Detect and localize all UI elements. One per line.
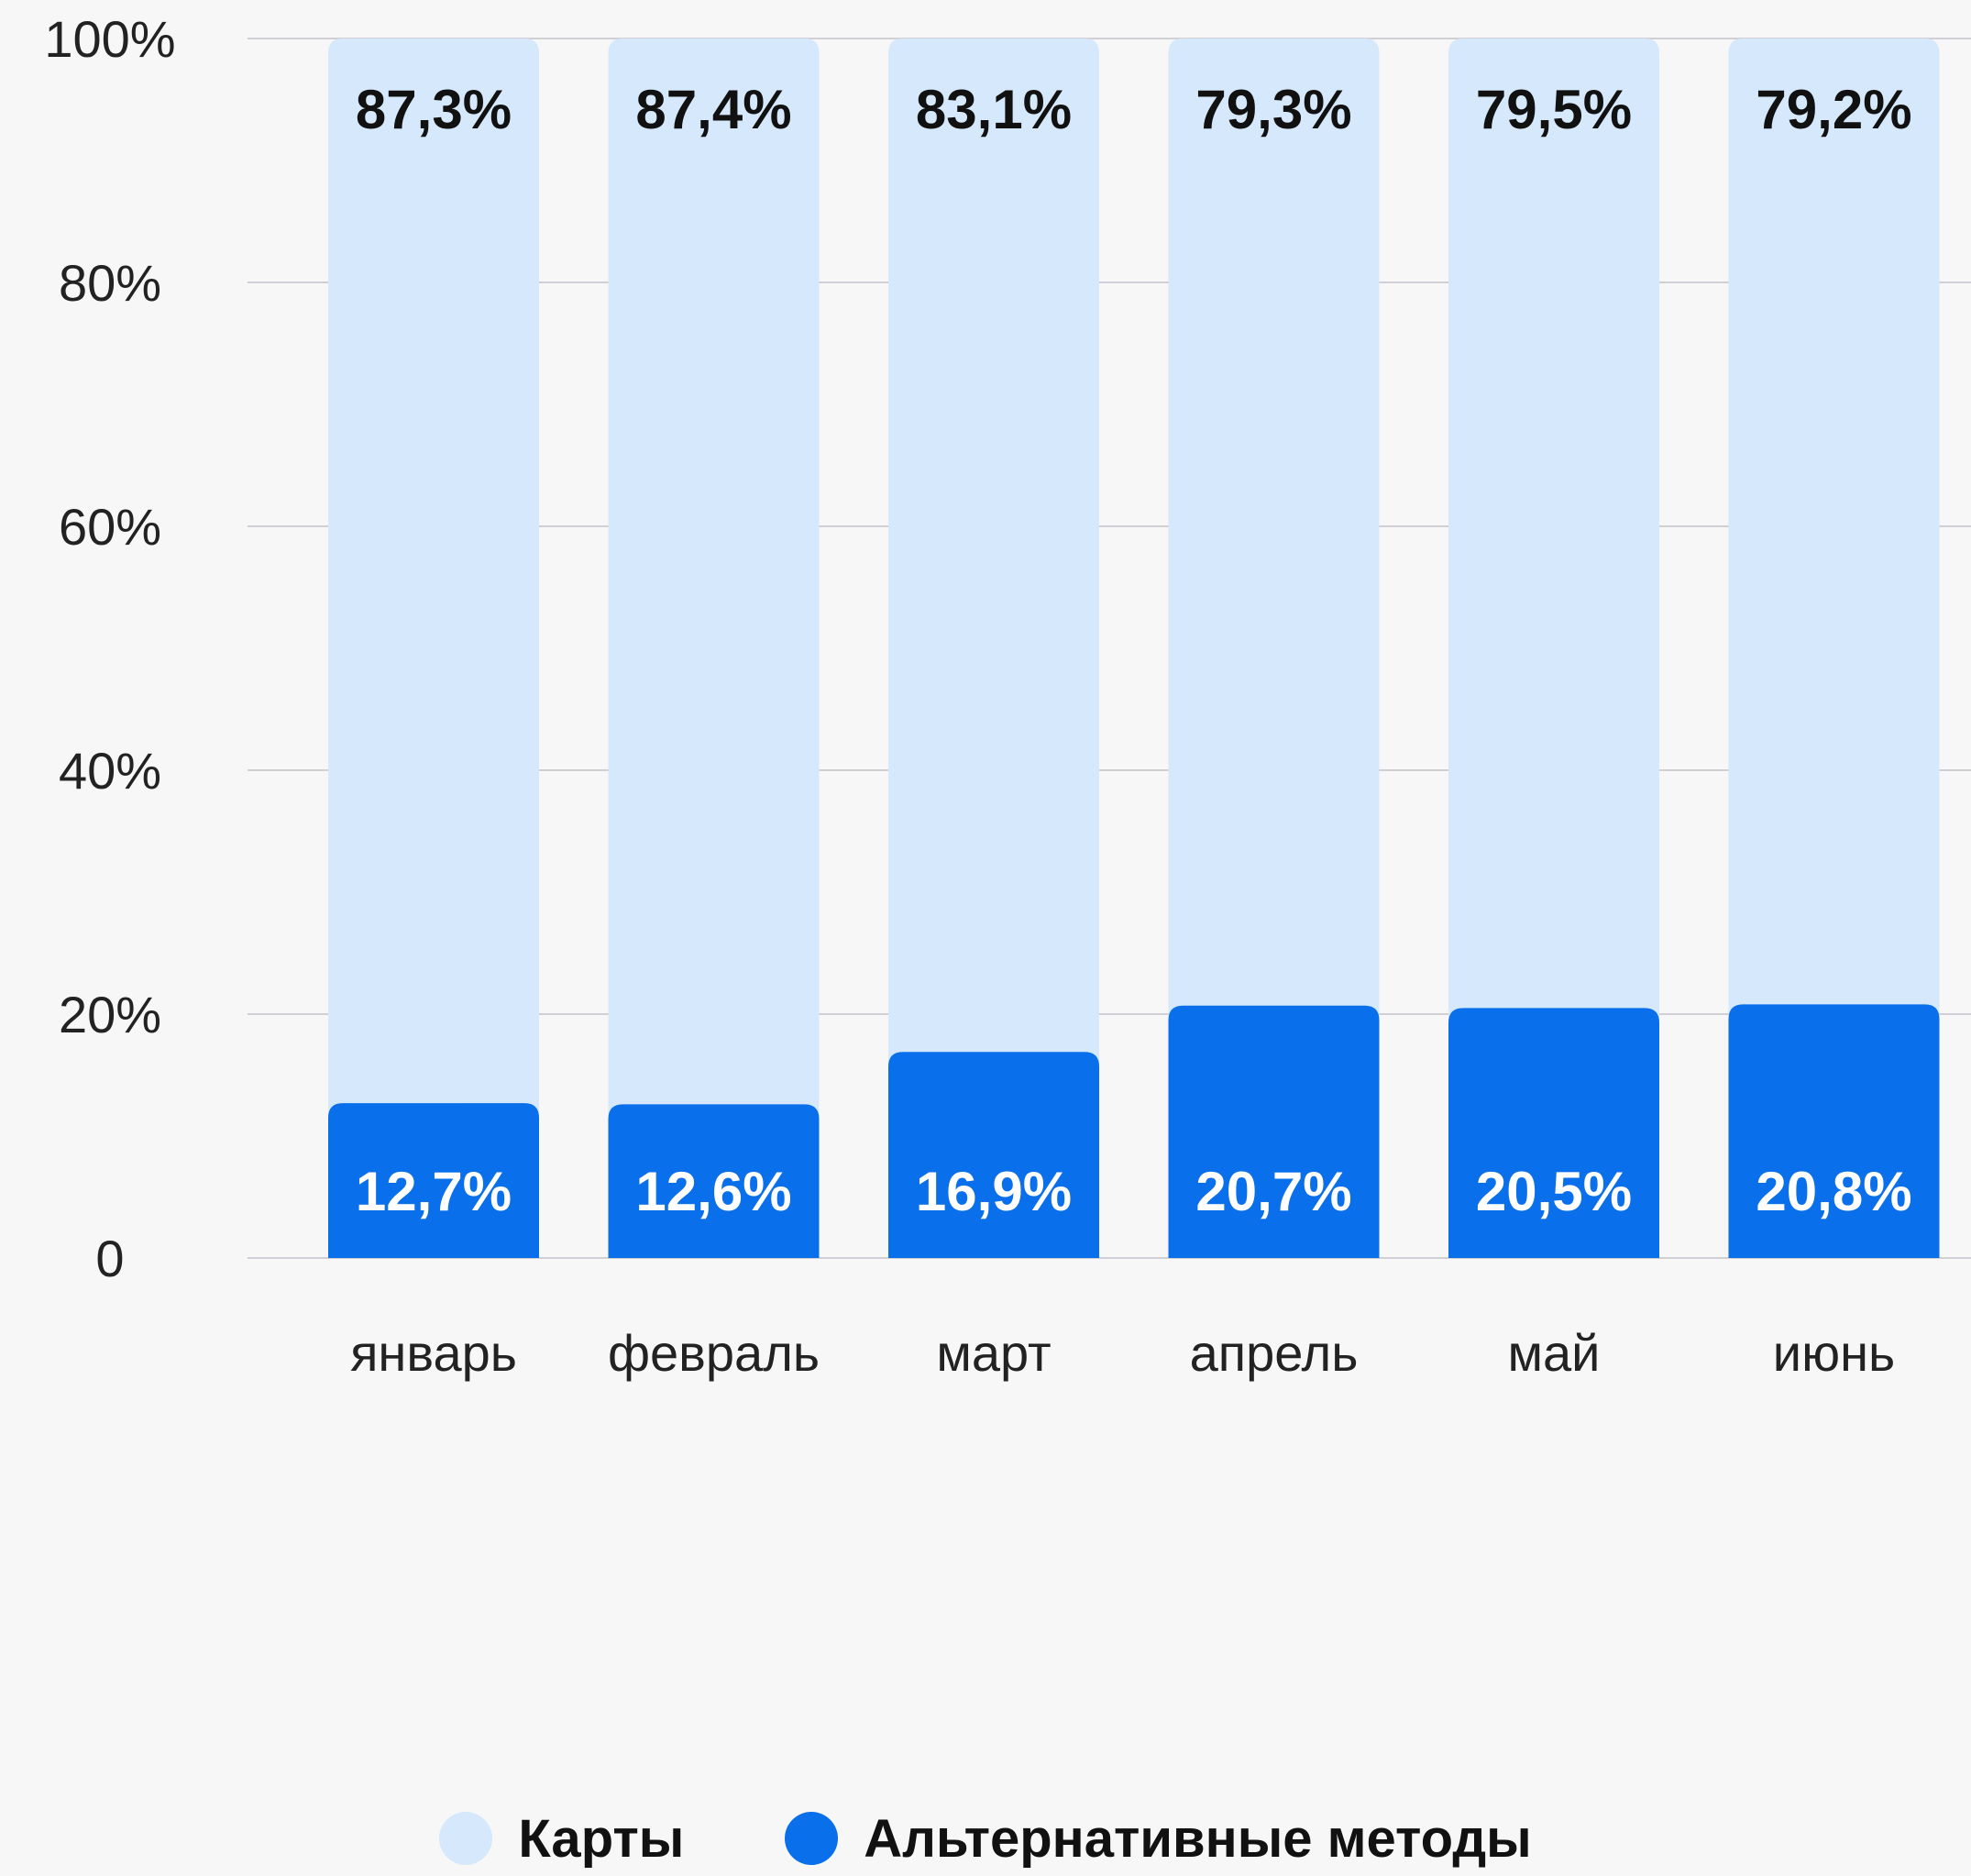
y-tick-label: 80% bbox=[59, 254, 161, 312]
stacked-bar-chart: 0 20% 40% 60% 80% 100% 87,3% 12,7% 87,4% 12,6% 83… bbox=[44, 10, 1971, 1382]
data-label-cards: 87,3% bbox=[356, 79, 512, 140]
y-tick-label: 40% bbox=[59, 742, 161, 800]
x-category-label: июнь bbox=[1773, 1324, 1895, 1382]
x-category-label: январь bbox=[350, 1324, 517, 1382]
legend-item-cards: Карты bbox=[439, 1808, 684, 1870]
bar-cards bbox=[1448, 39, 1659, 1258]
data-label-alternative-methods: 12,6% bbox=[635, 1161, 791, 1222]
bar-alternative-methods bbox=[1448, 1008, 1659, 1258]
legend-label-alternative: Альтернативные методы bbox=[864, 1808, 1532, 1869]
legend-dot-alternative-icon bbox=[785, 1812, 839, 1865]
x-axis-category-labels: январь февраль март апрель май июнь bbox=[350, 1324, 1895, 1382]
x-category-label: май bbox=[1508, 1324, 1601, 1382]
bar-cards bbox=[1728, 39, 1940, 1258]
bars: 87,3% 12,7% 87,4% 12,6% 83,1% 16,9% 79,3% 20,7%… bbox=[328, 39, 1940, 1258]
data-label-alternative-methods: 20,8% bbox=[1756, 1161, 1911, 1222]
bar-alternative-methods bbox=[608, 1104, 820, 1258]
x-category-label: февраль bbox=[608, 1324, 820, 1382]
bar-cards bbox=[888, 39, 1099, 1258]
data-label-alternative-methods: 20,5% bbox=[1476, 1161, 1632, 1222]
legend-label-cards: Карты bbox=[518, 1808, 685, 1869]
y-tick-label: 20% bbox=[59, 986, 161, 1043]
bar-cards bbox=[328, 39, 539, 1258]
legend: Карты Альтернативные методы bbox=[0, 1806, 1971, 1870]
bar-cards bbox=[608, 39, 820, 1258]
x-category-label: апрель bbox=[1190, 1324, 1359, 1382]
data-label-cards: 79,5% bbox=[1476, 79, 1632, 140]
legend-item-alternative: Альтернативные методы bbox=[785, 1808, 1532, 1870]
bar-alternative-methods bbox=[888, 1052, 1099, 1258]
y-tick-label: 60% bbox=[59, 498, 161, 556]
y-tick-label: 100% bbox=[44, 10, 175, 68]
bar-alternative-methods bbox=[1728, 1004, 1940, 1258]
x-category-label: март bbox=[936, 1324, 1051, 1382]
data-label-alternative-methods: 12,7% bbox=[356, 1161, 512, 1222]
y-tick-label: 0 bbox=[95, 1230, 124, 1287]
legend-dot-cards-icon bbox=[439, 1812, 493, 1865]
data-label-cards: 79,3% bbox=[1195, 79, 1351, 140]
y-axis-tick-labels: 0 20% 40% 60% 80% 100% bbox=[44, 10, 175, 1287]
data-label-alternative-methods: 16,9% bbox=[916, 1161, 1072, 1222]
data-label-cards: 79,2% bbox=[1756, 79, 1911, 140]
bar-cards bbox=[1168, 39, 1380, 1258]
bar-alternative-methods bbox=[328, 1103, 539, 1258]
bar-alternative-methods bbox=[1168, 1005, 1380, 1258]
data-label-cards: 83,1% bbox=[916, 79, 1072, 140]
data-label-cards: 87,4% bbox=[635, 79, 791, 140]
data-label-alternative-methods: 20,7% bbox=[1195, 1161, 1351, 1222]
